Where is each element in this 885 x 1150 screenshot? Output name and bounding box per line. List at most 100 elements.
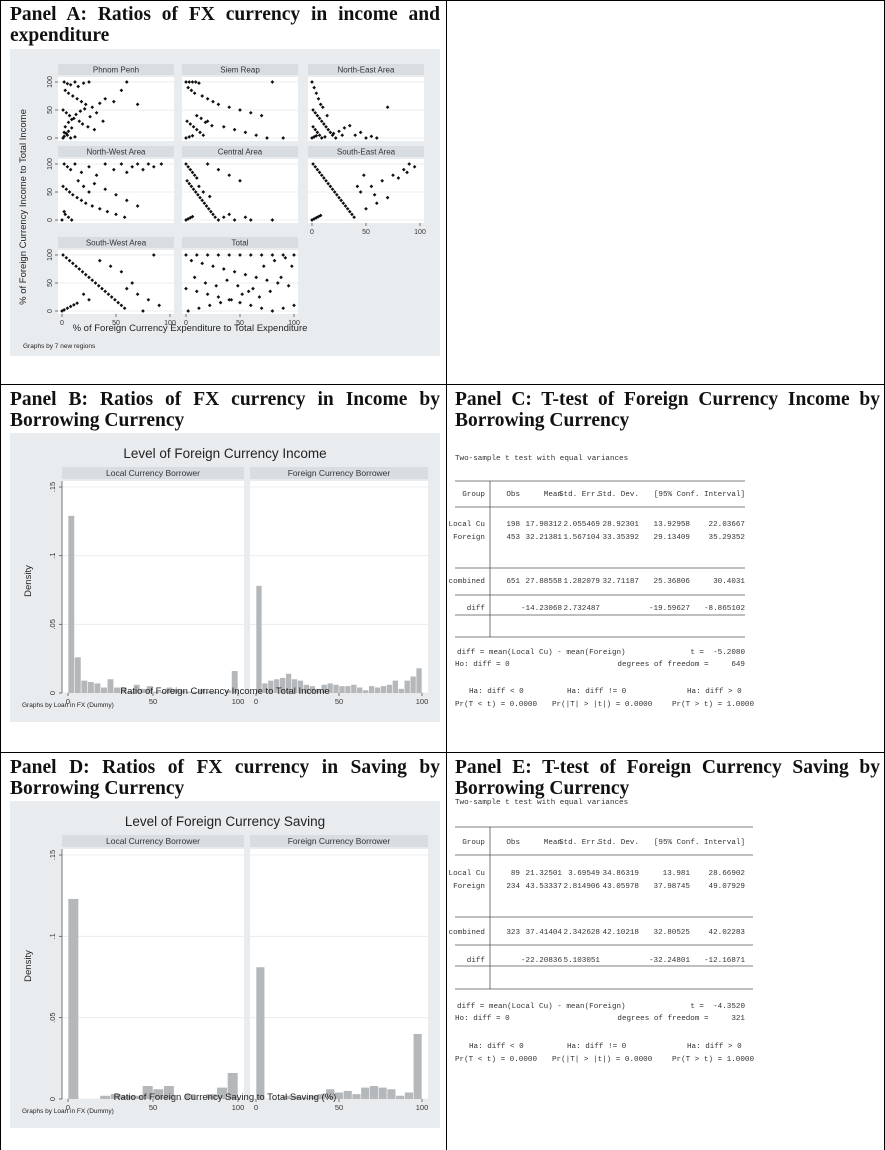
scatter-point bbox=[201, 133, 206, 138]
histogram-bar bbox=[121, 1095, 132, 1099]
scatter-point bbox=[270, 218, 275, 222]
scatter-point bbox=[186, 309, 190, 313]
scatter-point bbox=[205, 162, 210, 166]
panel-e-title: Panel E: T-test of Foreign Currency Savi… bbox=[455, 757, 880, 799]
scatter-point bbox=[92, 181, 97, 186]
scatter-point bbox=[352, 215, 356, 220]
row-label: Local Cu bbox=[448, 521, 485, 529]
histogram-bar bbox=[225, 690, 232, 693]
scatter-point bbox=[119, 162, 124, 166]
scatter-point bbox=[221, 267, 226, 271]
x-tick-label: 100 bbox=[232, 697, 245, 706]
scatter-point bbox=[189, 258, 194, 263]
y-tick-label: .1 bbox=[48, 553, 57, 559]
scatter-point bbox=[197, 184, 201, 189]
scatter-point bbox=[369, 184, 374, 189]
histogram-bar bbox=[303, 684, 310, 693]
table-cell: 13.981 bbox=[662, 870, 690, 878]
table-cell: -12.16871 bbox=[703, 957, 745, 965]
histogram-bar bbox=[339, 686, 345, 693]
histogram-bar bbox=[369, 1085, 379, 1099]
histogram-bar bbox=[368, 686, 375, 693]
y-tick-label: 0 bbox=[47, 218, 54, 222]
scatter-point bbox=[65, 306, 70, 311]
histogram-bar bbox=[68, 515, 75, 693]
scatter-point bbox=[343, 204, 348, 208]
y-tick-label: 100 bbox=[47, 76, 54, 88]
x-tick-label: 0 bbox=[66, 697, 70, 706]
scatter-point bbox=[194, 176, 199, 180]
table-cell: 13.92958 bbox=[653, 521, 690, 529]
table-cell: 30.4031 bbox=[713, 578, 745, 586]
histogram-bar bbox=[374, 687, 381, 693]
scatter-point bbox=[358, 190, 363, 194]
histogram-bar bbox=[404, 680, 410, 693]
table-cell: 5.103051 bbox=[563, 957, 600, 965]
scatter-point bbox=[194, 253, 199, 257]
scatter-point bbox=[186, 85, 190, 90]
histogram-bar bbox=[351, 684, 357, 693]
subplot-strip bbox=[58, 237, 174, 248]
table-cell: 89 bbox=[510, 870, 520, 878]
histogram-bar bbox=[413, 1033, 422, 1099]
scatter-point bbox=[187, 181, 192, 186]
scatter-point bbox=[227, 173, 232, 178]
x-tick-label: 50 bbox=[362, 229, 370, 236]
scatter-point bbox=[112, 99, 116, 104]
panel-b-ylabel: Density bbox=[23, 565, 34, 597]
scatter-point bbox=[188, 122, 193, 126]
scatter-point bbox=[345, 206, 350, 211]
x-tick-label: 0 bbox=[310, 229, 314, 236]
panel-d-svg: Level of Foreign Currency Saving Local C… bbox=[22, 814, 428, 1115]
row-label: combined bbox=[448, 929, 485, 937]
table-cell: 2.814906 bbox=[563, 883, 600, 891]
histogram-bar bbox=[343, 1090, 352, 1099]
facet-plotarea bbox=[250, 481, 428, 693]
histogram-bar bbox=[192, 691, 199, 693]
facet-label: Foreign Currency Borrower bbox=[288, 468, 391, 478]
scatter-point bbox=[103, 187, 108, 192]
scatter-point bbox=[124, 286, 129, 291]
scatter-point bbox=[64, 131, 69, 136]
scatter-point bbox=[192, 91, 197, 96]
grid-top-border bbox=[0, 0, 885, 1]
facet-label: Local Currency Borrower bbox=[106, 836, 200, 846]
scatter-point bbox=[205, 292, 210, 297]
col-header: Std. Dev. bbox=[597, 491, 639, 499]
scatter-point bbox=[248, 253, 253, 257]
scatter-point bbox=[74, 264, 78, 269]
scatter-point bbox=[332, 190, 337, 194]
scatter-point bbox=[87, 297, 91, 302]
col-header: [95% Conf. Interval] bbox=[653, 839, 745, 847]
scatter-point bbox=[312, 85, 316, 90]
subplot-label: North-West Area bbox=[87, 148, 147, 157]
scatter-point bbox=[270, 253, 275, 257]
scatter-point bbox=[94, 110, 99, 115]
subplot-strip bbox=[308, 64, 424, 75]
scatter-point bbox=[122, 306, 127, 311]
scatter-point bbox=[211, 264, 215, 269]
scatter-point bbox=[76, 84, 81, 89]
ttest-header: Two-sample t test with equal variances bbox=[455, 455, 629, 463]
y-tick-label: .05 bbox=[48, 1012, 57, 1022]
scatter-point bbox=[364, 206, 368, 211]
table-cell: 234 bbox=[506, 883, 520, 891]
scatter-point bbox=[90, 105, 95, 110]
scatter-point bbox=[94, 173, 99, 178]
scatter-point bbox=[248, 303, 253, 308]
histogram-bar bbox=[94, 683, 101, 693]
scatter-point bbox=[87, 164, 91, 169]
panel-b-title-text: Level of Foreign Currency Income bbox=[123, 446, 326, 461]
scatter-point bbox=[385, 195, 390, 200]
histogram-bar bbox=[345, 686, 351, 693]
ttest-header: Two-sample t test with equal variances bbox=[455, 799, 629, 807]
scatter-point bbox=[290, 264, 294, 269]
ttest-hyp: Ha: diff != 0 bbox=[567, 688, 627, 696]
subplot-label: Total bbox=[232, 239, 249, 248]
histogram-bar bbox=[127, 691, 134, 693]
x-tick-label: 50 bbox=[149, 697, 157, 706]
scatter-point bbox=[185, 178, 189, 183]
scatter-point bbox=[292, 253, 296, 257]
scatter-point bbox=[191, 124, 196, 129]
scatter-point bbox=[317, 133, 322, 138]
